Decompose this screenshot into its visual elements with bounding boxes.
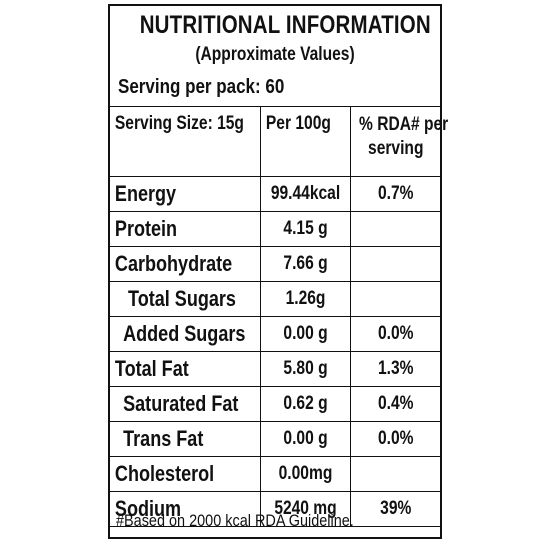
nutrition-table: Serving Size: 15g Per 100g % RDA# per se… bbox=[110, 106, 448, 527]
header-serving-size-cell: Serving Size: 15g bbox=[110, 106, 261, 177]
rda-footnote: #Based on 2000 kcal RDA Guideline. bbox=[116, 511, 354, 530]
nutrient-rda: 0.7% bbox=[377, 183, 414, 204]
table-row: Protein 4.15 g bbox=[110, 211, 440, 247]
nutrient-rda: 39% bbox=[379, 498, 411, 519]
nutrient-rda: 0.4% bbox=[377, 393, 414, 414]
nutrient-name: Trans Fat bbox=[123, 426, 204, 451]
table-row: Carbohydrate 7.66 g bbox=[110, 246, 440, 282]
nutrient-name: Saturated Fat bbox=[123, 391, 239, 416]
header-rda-line2: serving bbox=[367, 138, 423, 159]
table-row: Sodium 5240 mg 39% bbox=[110, 491, 440, 527]
table-row: Added Sugars 0.00 g 0.0% bbox=[110, 316, 440, 352]
nutrient-name: Energy bbox=[114, 181, 177, 206]
header-rda-cell: % RDA# per serving bbox=[349, 106, 448, 177]
nutrient-per100g: 7.66 g bbox=[282, 253, 328, 274]
table-row: Trans Fat 0.00 g 0.0% bbox=[110, 421, 440, 457]
nutrient-per100g: 0.00 g bbox=[282, 323, 328, 344]
serving-per-pack: Serving per pack: 60 bbox=[118, 76, 285, 98]
nutrient-rda: 0.0% bbox=[377, 428, 414, 449]
header-per100g-cell: Per 100g bbox=[259, 106, 351, 177]
nutrient-name: Cholesterol bbox=[114, 461, 215, 486]
nutrient-rda: 1.3% bbox=[377, 358, 414, 379]
header-per100g: Per 100g bbox=[265, 113, 331, 134]
nutrition-label-panel: NUTRITIONAL INFORMATION (Approximate Val… bbox=[108, 4, 448, 539]
nutrient-per100g: 5.80 g bbox=[282, 358, 328, 379]
nutrient-per100g: 1.26g bbox=[285, 288, 325, 309]
header-rda-line1: % RDA# per bbox=[358, 114, 448, 135]
table-row: Cholesterol 0.00mg bbox=[110, 456, 440, 492]
table-row: Total Fat 5.80 g 1.3% bbox=[110, 351, 440, 387]
nutrient-name: Sodium bbox=[114, 496, 182, 521]
nutrient-per100g: 0.00 g bbox=[282, 428, 328, 449]
table-header-row: Serving Size: 15g Per 100g % RDA# per se… bbox=[110, 106, 448, 177]
table-row: Energy 99.44kcal 0.7% bbox=[110, 176, 440, 212]
header-serving-size: Serving Size: 15g bbox=[114, 113, 244, 134]
nutrient-rda: 0.0% bbox=[377, 323, 414, 344]
nutrient-per100g: 0.62 g bbox=[282, 393, 328, 414]
nutrient-name: Carbohydrate bbox=[114, 251, 233, 276]
nutrient-name: Added Sugars bbox=[123, 321, 246, 346]
table-row: Saturated Fat 0.62 g 0.4% bbox=[110, 386, 440, 422]
label-subtitle: (Approximate Values) bbox=[195, 44, 355, 65]
table-row: Total Sugars 1.26g bbox=[110, 281, 440, 317]
nutrient-per100g: 99.44kcal bbox=[270, 183, 340, 204]
nutrient-per100g: 0.00mg bbox=[278, 463, 332, 484]
nutrient-per100g: 4.15 g bbox=[282, 218, 328, 239]
nutrient-name: Protein bbox=[114, 216, 178, 241]
label-title: NUTRITIONAL INFORMATION bbox=[139, 11, 431, 39]
nutrient-name: Total Fat bbox=[114, 356, 189, 381]
nutrient-per100g: 5240 mg bbox=[273, 498, 337, 519]
nutrient-name: Total Sugars bbox=[128, 286, 236, 311]
